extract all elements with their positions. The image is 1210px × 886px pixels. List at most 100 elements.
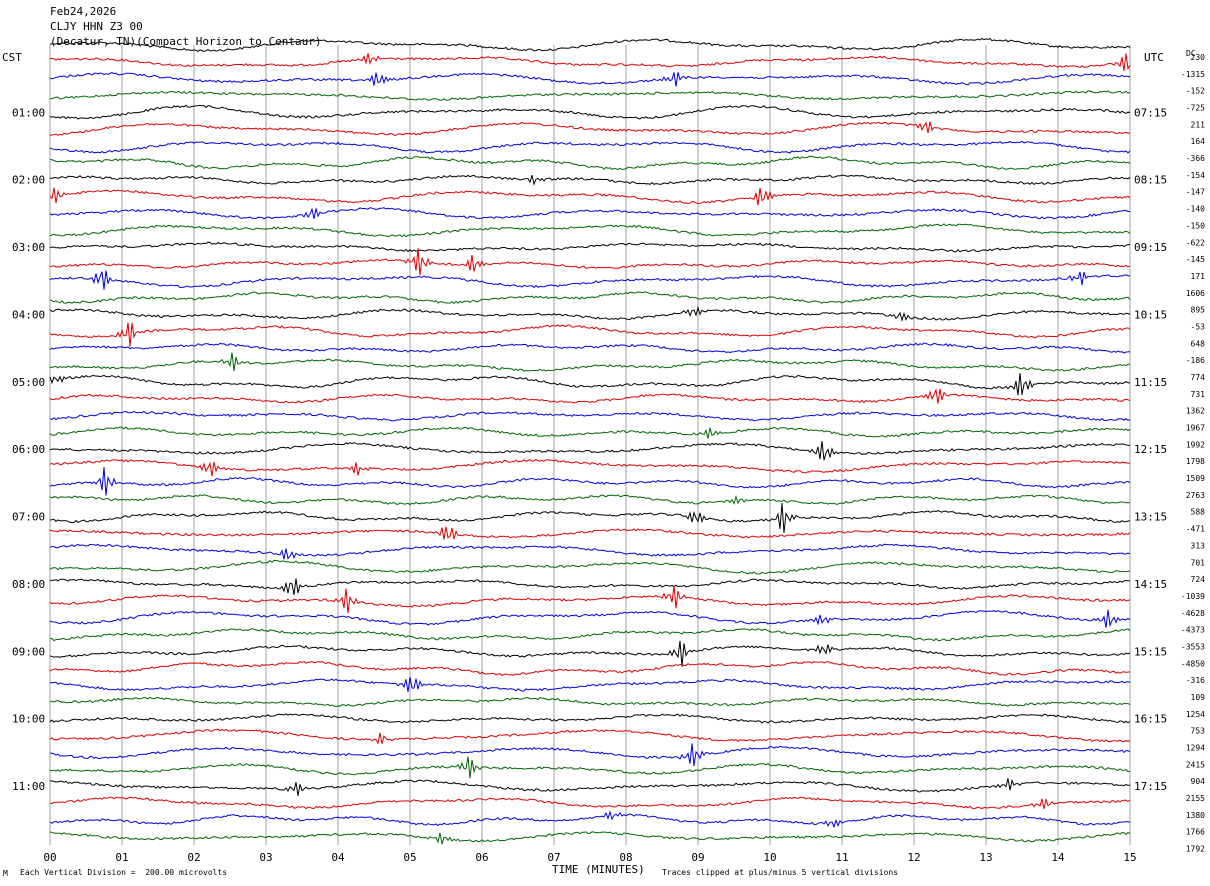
dc-offset-label: DC [1186,49,1196,58]
trace-7 [49,140,1131,154]
x-tick-07: 07 [547,851,560,864]
dc-offset-value: -186 [1186,356,1205,365]
x-tick-12: 12 [907,851,920,864]
corner-mark: M [3,869,8,878]
trace-22 [49,388,1131,404]
dc-offset-value: 1766 [1186,828,1205,837]
station-location: (Decatur, TN)(Compact Horizon to Centaur… [50,35,322,48]
station-code: CLJY HHN Z3 00 [50,20,143,33]
dc-offset-value: -471 [1186,525,1205,534]
right-time-label: 10:15 [1134,308,1167,321]
right-time-label: 13:15 [1134,511,1167,524]
right-time-label: 16:15 [1134,713,1167,726]
trace-11 [49,207,1130,220]
dc-offset-value: 109 [1191,693,1206,702]
dc-offset-value: -3553 [1181,642,1205,651]
trace-15 [49,270,1131,290]
dc-offset-value: 1254 [1186,710,1205,719]
trace-41 [49,713,1131,724]
trace-1 [49,37,1131,52]
axis-labels: 00 01 02 03 04 05 06 07 08 09 10 11 12 13 14 15 01:00 02:… [12,53,1205,864]
trace-33 [49,578,1131,595]
dc-offset-value: -147 [1186,188,1205,197]
x-tick-06: 06 [475,851,488,864]
left-time-label: 11:00 [12,780,45,793]
dc-offset-value: -4373 [1181,626,1205,635]
trace-48 [49,831,1131,845]
dc-offset-value: -316 [1186,676,1205,685]
trace-10 [49,187,1131,206]
right-time-label: 12:15 [1134,443,1167,456]
dc-offset-value: -152 [1186,87,1205,96]
x-tick-08: 08 [619,851,632,864]
dc-offset-value: 648 [1191,339,1206,348]
dc-offset-value: 1798 [1186,457,1205,466]
right-timezone-label: UTC [1144,51,1164,64]
dc-offset-value: -1039 [1181,592,1205,601]
trace-30 [49,526,1131,540]
left-time-label: 05:00 [12,376,45,389]
dc-offset-value: 1362 [1186,407,1205,416]
trace-32 [49,559,1131,575]
x-tick-11: 11 [835,851,848,864]
trace-46 [49,796,1131,810]
trace-34 [49,585,1131,614]
trace-45 [49,778,1131,796]
dc-offset-value: -145 [1186,255,1205,264]
dc-offset-value: 164 [1191,137,1206,146]
trace-12 [49,223,1131,238]
trace-5 [49,104,1131,120]
dc-offset-value: 1380 [1186,811,1205,820]
dc-offset-value: 904 [1191,777,1206,786]
dc-offset-value: -150 [1186,221,1205,230]
left-time-label: 09:00 [12,645,45,658]
dc-offset-value: 313 [1191,541,1206,550]
dc-offset-value: 2763 [1186,491,1205,500]
left-time-label: 06:00 [12,443,45,456]
trace-38 [49,660,1130,676]
trace-20 [49,352,1131,372]
plot-date: Feb24,2026 [50,5,117,18]
x-tick-00: 00 [43,851,56,864]
dc-offset-value: 2415 [1186,760,1205,769]
dc-offset-value: 1606 [1186,289,1205,298]
trace-25 [49,441,1131,461]
trace-23 [49,410,1131,422]
trace-14 [49,248,1131,276]
left-time-label: 08:00 [12,578,45,591]
left-time-label: 03:00 [12,241,45,254]
trace-21 [49,373,1131,396]
x-tick-13: 13 [979,851,992,864]
trace-31 [49,543,1131,560]
dc-offset-value: 731 [1191,390,1206,399]
trace-17 [49,305,1131,322]
x-tick-14: 14 [1051,851,1065,864]
trace-2 [49,53,1131,72]
x-tick-05: 05 [403,851,416,864]
dc-offset-value: -725 [1186,104,1205,113]
trace-9 [49,174,1131,186]
dc-offset-value: 1792 [1186,845,1205,854]
right-time-label: 11:15 [1134,376,1167,389]
trace-18 [49,322,1131,347]
right-time-label: 08:15 [1134,174,1167,187]
dc-offset-value: 588 [1191,508,1206,517]
dc-offset-value: 1294 [1186,744,1205,753]
dc-offset-value: 701 [1191,558,1206,567]
grid-lines [49,45,1131,845]
dc-offset-value: -366 [1186,154,1205,163]
x-tick-09: 09 [691,851,704,864]
right-time-label: 14:15 [1134,578,1167,591]
dc-offset-value: 753 [1191,727,1206,736]
dc-offset-value: 774 [1191,373,1206,382]
dc-offset-value: 211 [1191,120,1206,129]
dc-offset-value: 895 [1191,306,1206,315]
dc-offset-value: 171 [1191,272,1206,281]
dc-offset-value: -140 [1186,205,1205,214]
left-time-label: 07:00 [12,511,45,524]
left-time-label: 02:00 [12,174,45,187]
dc-offset-value: -622 [1186,238,1205,247]
trace-39 [49,676,1131,693]
scale-note: Each Vertical Division = 200.00 microvol… [20,868,228,877]
